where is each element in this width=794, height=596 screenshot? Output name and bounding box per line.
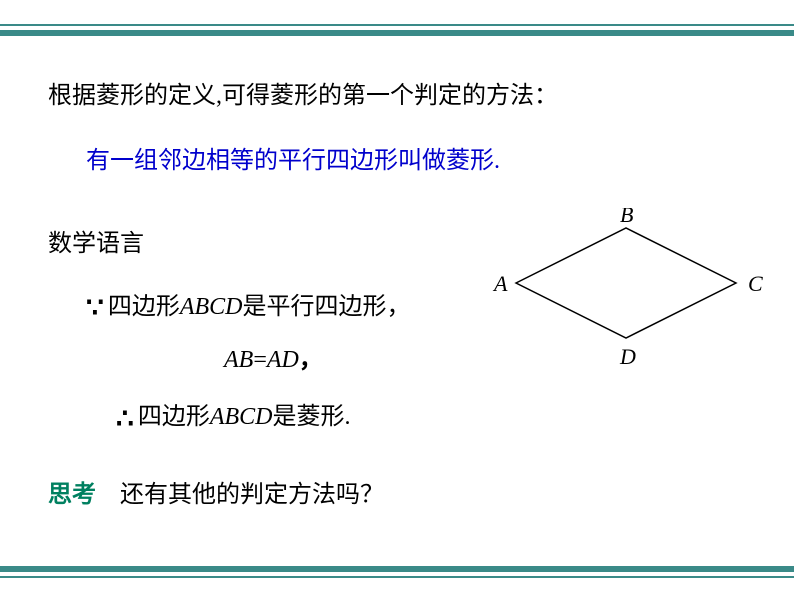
because-symbol: ∵ xyxy=(86,291,104,325)
definition-sentence: 有一组邻边相等的平行四边形叫做菱形. xyxy=(86,140,746,175)
therefore-text-1: 四边形 xyxy=(138,404,210,430)
therefore-text-2: 是菱形. xyxy=(273,404,351,430)
rhombus-diagram: A B C D xyxy=(486,208,766,368)
because-text-2: 是平行四边形， xyxy=(243,294,411,320)
ab-text: AB xyxy=(224,347,253,373)
equals-text: = xyxy=(253,347,267,373)
vertex-label-b: B xyxy=(620,208,633,227)
because-text-1: 四边形 xyxy=(108,294,180,320)
vertex-label-d: D xyxy=(619,344,636,368)
thinking-label: 思考 xyxy=(48,482,96,508)
abcd-italic-1: ABCD xyxy=(180,294,243,320)
thinking-line: 思考还有其他的判定方法吗？ xyxy=(48,474,746,509)
bottom-rule-thick xyxy=(0,566,794,572)
comma-text: ， xyxy=(299,347,323,373)
abcd-italic-2: ABCD xyxy=(210,404,273,430)
rhombus-shape xyxy=(516,228,736,338)
intro-sentence: 根据菱形的定义,可得菱形的第一个判定的方法： xyxy=(48,75,746,110)
vertex-label-a: A xyxy=(492,271,508,296)
bottom-rule-thin xyxy=(0,576,794,578)
therefore-symbol: ∴ xyxy=(116,402,134,436)
top-rule-thick xyxy=(0,30,794,36)
ad-text: AD xyxy=(267,347,299,373)
top-rule-thin xyxy=(0,24,794,26)
therefore-line: ∴四边形ABCD是菱形. xyxy=(116,396,746,435)
thinking-question: 还有其他的判定方法吗？ xyxy=(120,482,384,508)
vertex-label-c: C xyxy=(748,271,763,296)
